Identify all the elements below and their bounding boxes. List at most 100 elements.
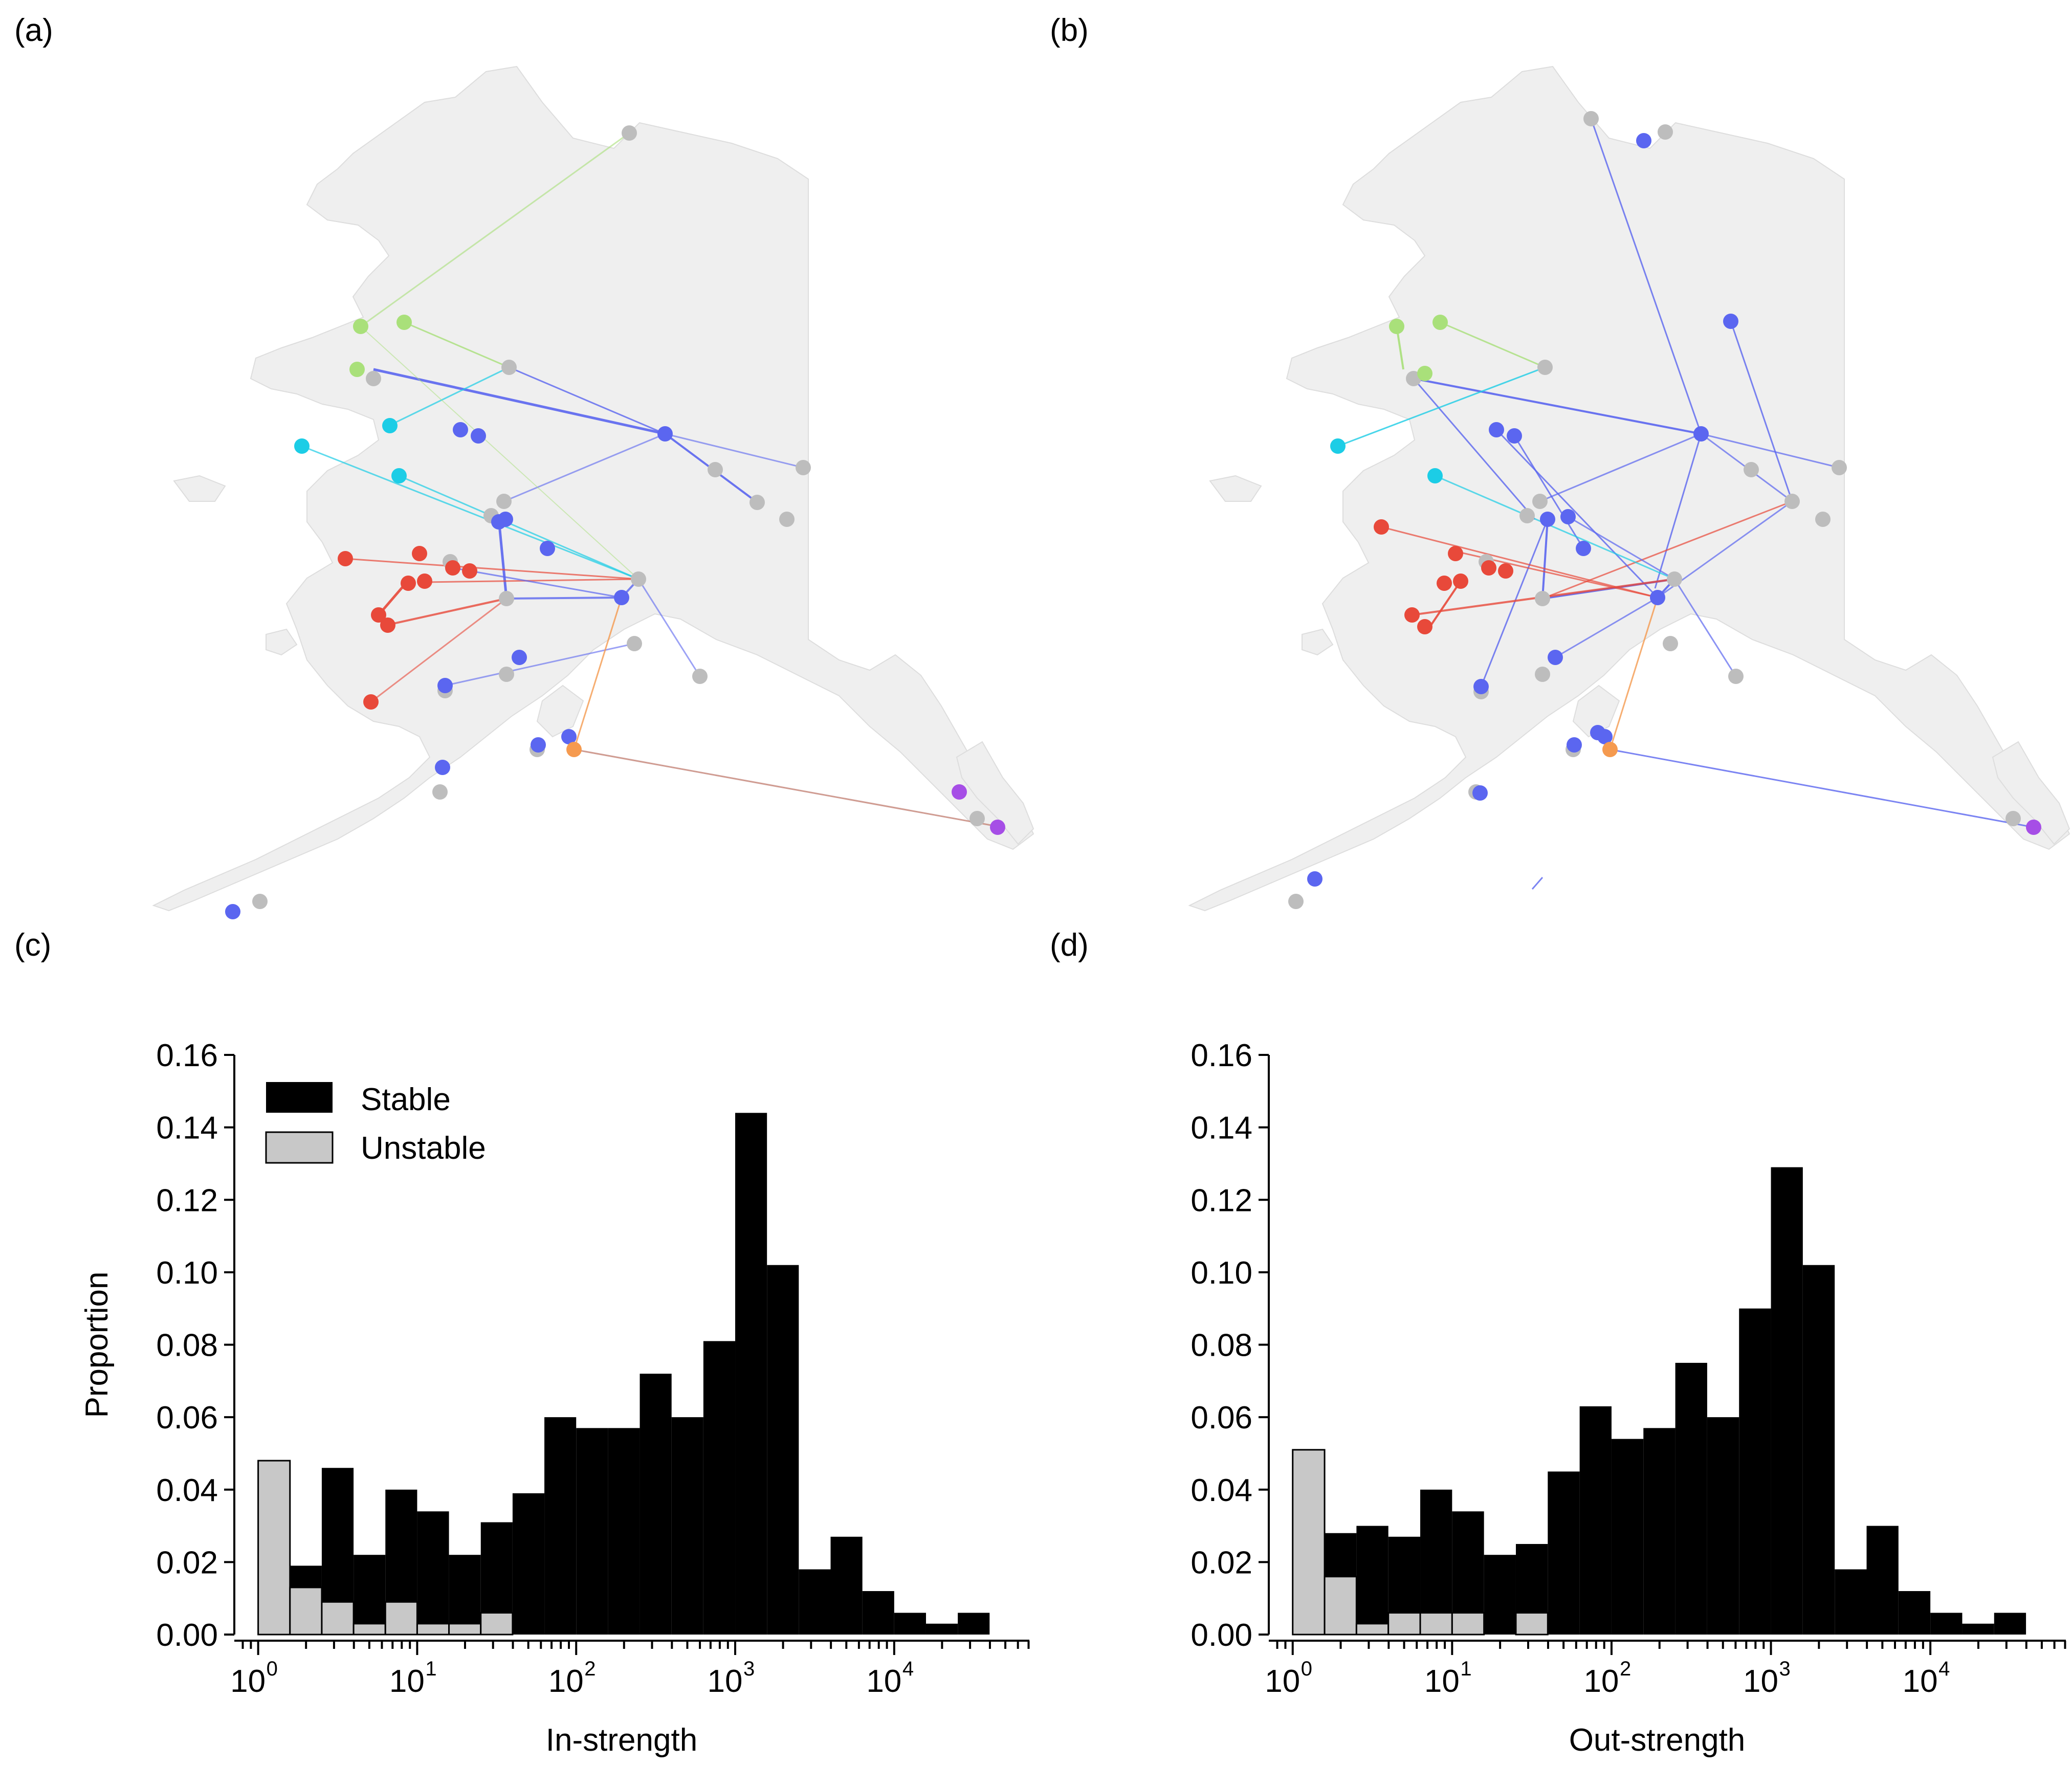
network-node [1784, 494, 1800, 509]
bar-stable [1707, 1417, 1739, 1635]
network-node [1583, 111, 1599, 126]
y-tick-label: 0.16 [156, 1038, 218, 1073]
legend-swatch-stable [266, 1082, 333, 1113]
bar-stable [417, 1511, 449, 1635]
legend-label-stable: Stable [361, 1082, 451, 1117]
x-tick-label: 10 [230, 1664, 266, 1699]
alaska-landmass [1188, 65, 2070, 912]
network-node [540, 541, 555, 556]
network-node [631, 571, 646, 587]
x-tick-exponent: 2 [584, 1658, 596, 1680]
x-tick-label: 10 [389, 1664, 425, 1699]
x-tick-label: 10 [866, 1664, 901, 1699]
bar-stable [1898, 1591, 1931, 1635]
bar-stable [799, 1569, 831, 1635]
network-node [435, 760, 450, 775]
network-node [566, 742, 582, 757]
alaska-landmass [152, 65, 1034, 912]
network-edge [506, 597, 622, 600]
bar-stable [1484, 1555, 1516, 1635]
bar-unstable [480, 1612, 514, 1636]
network-node [499, 667, 514, 682]
bar-stable [544, 1417, 577, 1635]
x-tick-exponent: 4 [902, 1658, 914, 1680]
x-tick-exponent: 0 [267, 1658, 278, 1680]
bar-stable [1835, 1569, 1867, 1635]
bar-unstable [384, 1601, 418, 1636]
network-edge [509, 366, 666, 435]
network-node [531, 737, 546, 753]
network-node [1472, 785, 1488, 801]
x-tick-exponent: 4 [1938, 1658, 1950, 1680]
x-tick-exponent: 3 [743, 1658, 755, 1680]
network-edges-b [1337, 118, 2034, 890]
bar-stable [894, 1613, 926, 1635]
x-tick-label: 10 [1583, 1664, 1619, 1699]
x-tick-label: 10 [548, 1664, 584, 1699]
network-edge [1730, 321, 1793, 502]
network-edge [1673, 579, 1737, 677]
network-node [1489, 422, 1504, 437]
network-node [1481, 560, 1496, 576]
network-node [692, 669, 708, 684]
network-node [990, 820, 1005, 835]
network-node [225, 904, 240, 919]
network-edge [1542, 500, 1793, 600]
network-node [1532, 494, 1548, 509]
network-edge [1610, 748, 2034, 828]
network-node [1498, 563, 1513, 579]
network-node [1535, 591, 1550, 606]
network-edge [1435, 475, 1675, 580]
network-edge [445, 643, 635, 687]
network-edge [573, 597, 623, 750]
network-node [1540, 512, 1555, 527]
network-node [338, 551, 353, 566]
network-node [1437, 576, 1452, 591]
network-node [1744, 462, 1759, 477]
network-edge [1495, 429, 1659, 599]
network-node [252, 894, 268, 909]
network-node [708, 462, 723, 477]
network-edge [1429, 580, 1462, 628]
network-edge [497, 519, 508, 599]
network-node [363, 694, 379, 710]
legend-label-unstable: Unstable [361, 1131, 486, 1166]
network-edge [637, 579, 701, 677]
bar-stable [1356, 1526, 1388, 1635]
network-node [1548, 650, 1563, 665]
y-tick-label: 0.06 [1191, 1400, 1252, 1436]
network-node [453, 422, 468, 437]
bar-unstable [1419, 1612, 1453, 1636]
network-node [499, 591, 514, 606]
bar-stable [958, 1613, 990, 1635]
network-node [779, 512, 795, 527]
network-edge [1541, 519, 1549, 599]
legend-swatch-unstable [265, 1131, 334, 1164]
network-node [1417, 366, 1432, 381]
network-edge [360, 326, 639, 580]
network-edge [1440, 321, 1546, 368]
y-tick-label: 0.08 [156, 1328, 218, 1363]
panel-label-c: (c) [14, 928, 51, 963]
panel-label-d: (d) [1050, 928, 1089, 963]
bar-unstable [257, 1460, 291, 1636]
network-edge [373, 368, 666, 435]
network-node [382, 418, 398, 433]
network-edge [360, 132, 630, 327]
network-map-a [152, 65, 1034, 919]
bar-stable [671, 1417, 703, 1635]
network-node [462, 563, 477, 579]
bar-stable [1802, 1265, 1835, 1635]
bar-stable [1548, 1471, 1580, 1635]
network-edge [1590, 118, 1702, 434]
network-node [1307, 871, 1322, 887]
bar-stable [449, 1555, 481, 1635]
network-edge [574, 748, 997, 827]
network-node [1537, 360, 1553, 375]
x-tick-label: 10 [1424, 1664, 1460, 1699]
network-edge [301, 445, 639, 580]
network-edge [404, 321, 510, 368]
y-tick-label: 0.14 [1191, 1111, 1252, 1146]
y-tick-label: 0.14 [156, 1111, 218, 1146]
panel-label-a: (a) [14, 13, 53, 48]
